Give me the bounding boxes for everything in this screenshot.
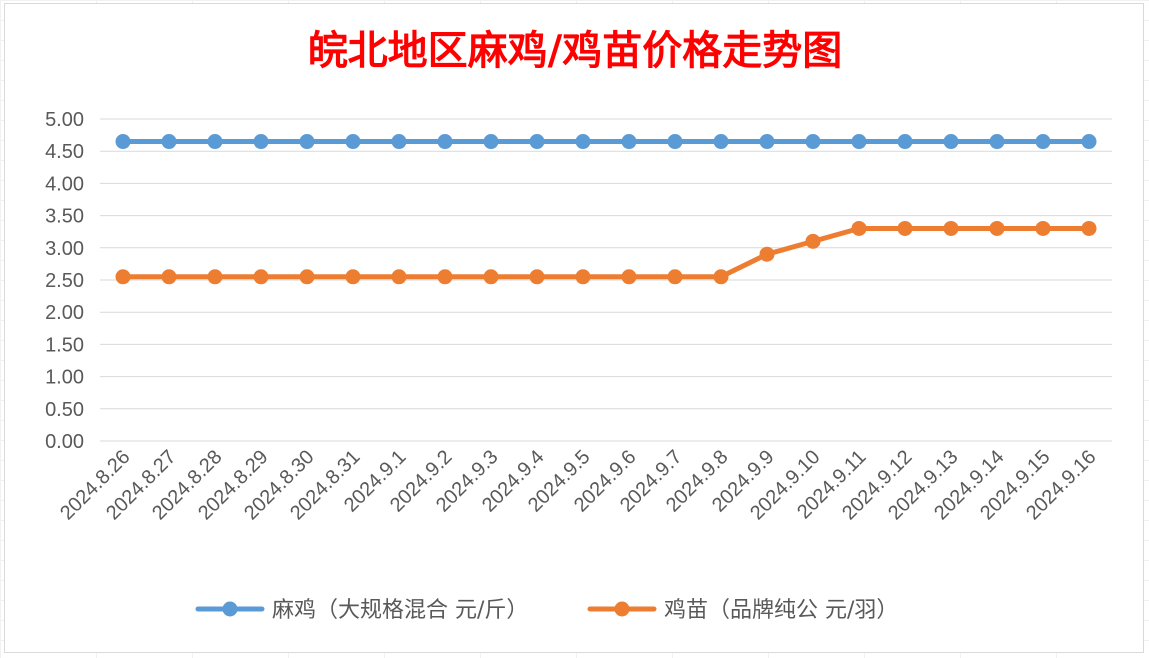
legend-marker [614, 601, 630, 617]
data-point [989, 220, 1005, 236]
data-point [299, 134, 315, 150]
data-point [299, 269, 315, 285]
legend-label: 鸡苗（品牌纯公 元/羽） [664, 598, 898, 623]
data-point [207, 269, 223, 285]
y-tick-label: 2.50 [45, 270, 84, 292]
y-tick-label: 4.50 [45, 141, 84, 163]
data-point [851, 134, 867, 150]
gridlines [100, 118, 1112, 442]
legend[interactable]: 麻鸡（大规格混合 元/斤） 鸡苗（品牌纯公 元/羽） [195, 598, 898, 623]
data-point [1081, 220, 1097, 236]
data-point [1081, 134, 1097, 150]
data-point [851, 220, 867, 236]
data-point [529, 269, 545, 285]
data-point [253, 134, 269, 150]
x-axis-labels: 2024.8.262024.8.272024.8.282024.8.292024… [56, 446, 1100, 524]
plot-series [115, 134, 1097, 285]
data-point [897, 220, 913, 236]
data-point [759, 134, 775, 150]
data-point [391, 269, 407, 285]
data-point [943, 134, 959, 150]
data-point [437, 134, 453, 150]
data-point [1035, 220, 1051, 236]
y-tick-label: 0.00 [45, 431, 84, 453]
y-tick-label: 0.50 [45, 399, 84, 421]
legend-marker [222, 601, 238, 617]
chart-area[interactable] [4, 3, 1144, 653]
data-point [529, 134, 545, 150]
y-tick-label: 3.50 [45, 206, 84, 228]
data-point [483, 134, 499, 150]
data-point [805, 233, 821, 249]
data-point [943, 220, 959, 236]
data-point [207, 134, 223, 150]
data-point [989, 134, 1005, 150]
data-point [713, 269, 729, 285]
data-point [621, 134, 637, 150]
y-tick-label: 2.00 [45, 302, 84, 324]
chart-title: 皖北地区麻鸡/鸡苗价格走势图 [308, 27, 843, 74]
data-point [759, 246, 775, 262]
data-point [345, 134, 361, 150]
data-point [667, 134, 683, 150]
data-point [897, 134, 913, 150]
y-axis-labels: 0.00 0.50 1.00 1.50 2.00 2.50 3.00 3.50 4.00 4.50… [45, 109, 84, 453]
y-tick-label: 1.50 [45, 334, 84, 356]
data-point [161, 134, 177, 150]
data-point [161, 269, 177, 285]
data-point [667, 269, 683, 285]
data-point [805, 134, 821, 150]
y-tick-label: 1.00 [45, 367, 84, 389]
data-point [1035, 134, 1051, 150]
data-point [437, 269, 453, 285]
data-point [713, 134, 729, 150]
data-point [621, 269, 637, 285]
legend-label: 麻鸡（大规格混合 元/斤） [272, 598, 528, 623]
y-tick-label: 5.00 [45, 109, 84, 131]
y-tick-label: 4.00 [45, 173, 84, 195]
series-line-2 [120, 225, 1092, 280]
data-point [345, 269, 361, 285]
data-point [115, 134, 131, 150]
y-tick-label: 3.00 [45, 238, 84, 260]
data-point [115, 269, 131, 285]
data-point [483, 269, 499, 285]
data-point [575, 134, 591, 150]
data-point [253, 269, 269, 285]
data-point [391, 134, 407, 150]
data-point [575, 269, 591, 285]
